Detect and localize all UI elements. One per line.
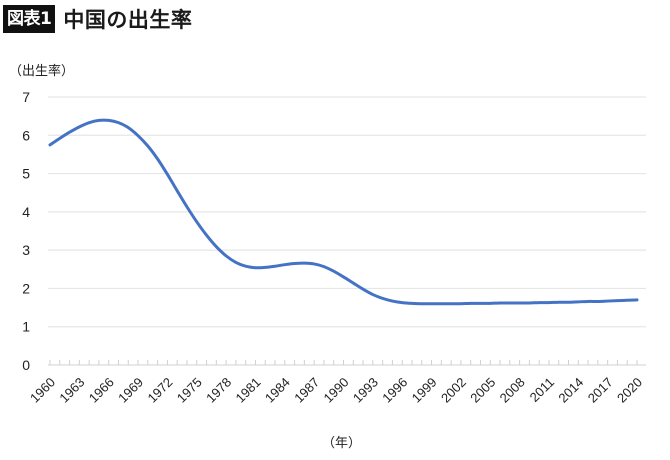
x-tick-label: 1963 xyxy=(56,375,87,406)
x-tick-label: 2002 xyxy=(438,375,469,406)
gridlines xyxy=(48,96,646,328)
x-tick-label: 1987 xyxy=(291,375,322,406)
y-tick-label: 7 xyxy=(22,89,30,105)
y-tick-label: 1 xyxy=(22,319,30,335)
x-tick-label: 1966 xyxy=(86,375,117,406)
x-tick-label: 1993 xyxy=(350,375,381,406)
y-tick-label: 4 xyxy=(22,204,30,220)
x-tick-label: 1984 xyxy=(262,375,293,406)
y-tick-label: 2 xyxy=(22,280,30,296)
x-tick-label: 2017 xyxy=(585,375,616,406)
x-axis xyxy=(48,360,646,366)
x-axis-ticks: 1960196319661969197219751978198119841987… xyxy=(27,375,645,406)
y-axis-label: （出生率） xyxy=(9,64,75,79)
x-tick-label: 2005 xyxy=(467,375,498,406)
y-tick-label: 0 xyxy=(22,357,30,373)
x-tick-label: 1999 xyxy=(409,375,440,406)
x-axis-label: （年） xyxy=(322,436,362,451)
x-tick-label: 1969 xyxy=(115,375,146,406)
x-tick-label: 1975 xyxy=(174,375,205,406)
chart-title: 中国の出生率 xyxy=(63,8,193,32)
x-tick-label: 1990 xyxy=(321,375,352,406)
y-tick-label: 5 xyxy=(22,166,30,182)
x-tick-label: 1981 xyxy=(233,375,264,406)
x-tick-label: 1972 xyxy=(144,375,175,406)
x-tick-label: 2020 xyxy=(614,375,645,406)
y-tick-label: 3 xyxy=(22,242,30,258)
x-tick-label: 2008 xyxy=(497,375,528,406)
y-tick-label: 6 xyxy=(22,127,30,143)
x-tick-label: 2011 xyxy=(527,375,557,405)
fertility-rate-line xyxy=(48,118,639,306)
y-axis-ticks: 0 1 2 3 4 5 6 7 xyxy=(22,89,30,373)
x-tick-label: 1996 xyxy=(379,375,410,406)
figure-badge: 図表1 xyxy=(3,5,56,33)
chart-header: 図表1 中国の出生率 xyxy=(3,4,192,34)
x-tick-label: 2014 xyxy=(555,375,586,406)
x-tick-label: 1978 xyxy=(203,375,234,406)
x-tick-label: 1960 xyxy=(27,375,58,406)
